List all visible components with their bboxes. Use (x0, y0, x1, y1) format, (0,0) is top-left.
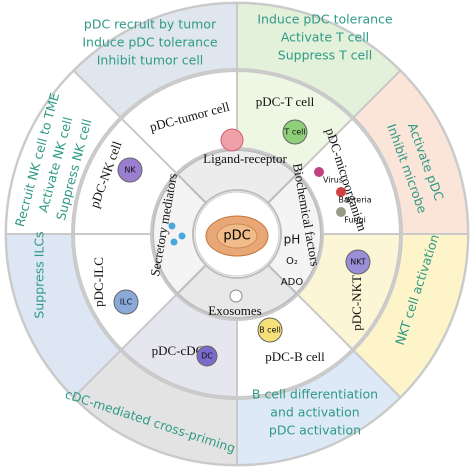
cell-label: pDC-T cell (256, 94, 315, 109)
outer-text: Induce pDC tolerance (257, 12, 393, 27)
tumor-cell (220, 128, 244, 152)
outer-text: pDC activation (269, 423, 361, 438)
outer-text: Induce pDC tolerance (82, 35, 218, 50)
outer-sector (4, 69, 122, 235)
mediator-dot (170, 238, 178, 246)
microbe-label: Bacteria (338, 196, 371, 205)
mediator-dot (178, 232, 186, 240)
microbe (336, 187, 346, 197)
icon-cell (117, 157, 143, 183)
factor-label: ADO (281, 277, 304, 288)
microbe-label: Fungi (344, 216, 366, 225)
microbe-label: Virus (323, 176, 343, 185)
inner-label: Ligand-receptor (203, 151, 287, 166)
icon-cell (196, 345, 218, 367)
cell-label: pDC-B cell (265, 349, 325, 364)
inner-label: Exosomes (208, 303, 261, 318)
cell-label: pDC-ILC (91, 257, 106, 307)
icon-label: ILC (120, 298, 133, 307)
inner-sector (266, 173, 322, 295)
microbe (336, 207, 346, 217)
inner-sector (176, 149, 298, 205)
pdc-nucleus (216, 223, 258, 249)
icon-cell (282, 119, 308, 145)
microbe (314, 167, 324, 177)
icon-label: DC (201, 352, 213, 361)
factor-label: pH (284, 233, 301, 247)
exosome (229, 289, 243, 303)
mediator-dot (168, 222, 176, 230)
icon-label: B cell (259, 326, 281, 335)
outer-text: B cell differentiation (252, 387, 378, 402)
outer-text: Inhibit tumor cell (97, 53, 204, 68)
icon-label: T cell (283, 128, 305, 137)
outer-text: Suppress T cell (278, 48, 372, 63)
icon-label: NKT (350, 258, 366, 267)
center-label: pDC (223, 229, 250, 244)
factor-label: O₂ (286, 256, 298, 267)
icon-label: NK (124, 166, 136, 175)
icon-cell (345, 249, 371, 275)
outer-text: and activation (270, 405, 359, 420)
icon-cell (257, 317, 283, 343)
icon-cell (113, 289, 139, 315)
outer-text: pDC recruit by tumor (84, 17, 217, 32)
cell-label: pDC-cDC (152, 343, 205, 358)
outer-text: Activate T cell (281, 30, 369, 45)
outer-text: Suppress ILCs (32, 231, 47, 318)
